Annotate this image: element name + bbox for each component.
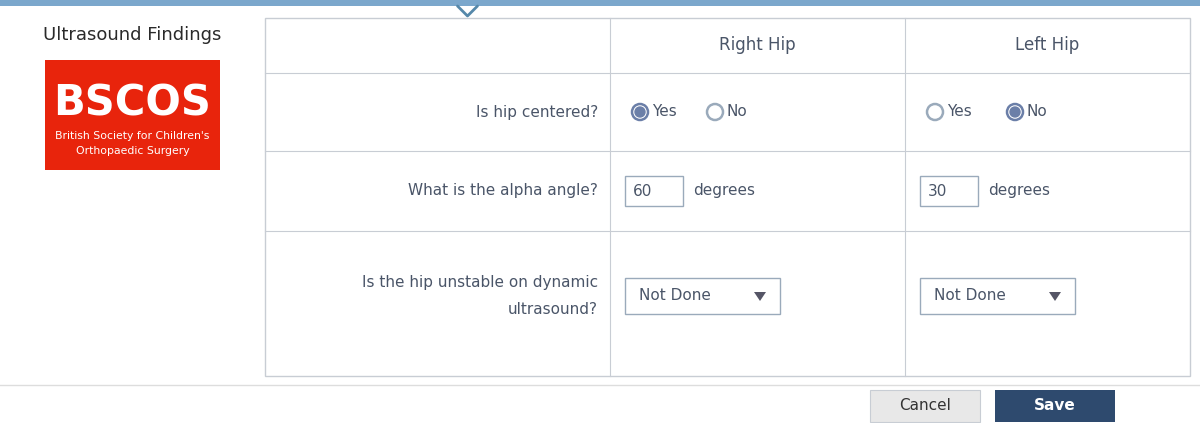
Circle shape	[635, 107, 646, 117]
Text: degrees: degrees	[988, 184, 1050, 198]
Text: Yes: Yes	[652, 104, 677, 120]
FancyBboxPatch shape	[0, 0, 265, 423]
Text: Cancel: Cancel	[899, 398, 950, 414]
Text: No: No	[1027, 104, 1048, 120]
Text: No: No	[727, 104, 748, 120]
FancyBboxPatch shape	[870, 390, 980, 422]
Text: Right Hip: Right Hip	[719, 36, 796, 55]
Text: Yes: Yes	[947, 104, 972, 120]
Text: Is the hip unstable on dynamic: Is the hip unstable on dynamic	[362, 275, 598, 289]
Text: What is the alpha angle?: What is the alpha angle?	[408, 184, 598, 198]
Text: Not Done: Not Done	[640, 288, 710, 303]
FancyBboxPatch shape	[0, 0, 1200, 6]
FancyBboxPatch shape	[46, 60, 220, 170]
Polygon shape	[1049, 292, 1061, 301]
FancyBboxPatch shape	[920, 278, 1075, 314]
FancyBboxPatch shape	[920, 176, 978, 206]
FancyBboxPatch shape	[995, 390, 1115, 422]
Polygon shape	[754, 292, 766, 301]
Text: Save: Save	[1034, 398, 1076, 414]
Text: BSCOS: BSCOS	[54, 83, 211, 125]
Text: Left Hip: Left Hip	[1015, 36, 1080, 55]
Circle shape	[1010, 107, 1020, 117]
FancyBboxPatch shape	[625, 278, 780, 314]
FancyBboxPatch shape	[625, 176, 683, 206]
Text: 30: 30	[928, 184, 947, 198]
Text: degrees: degrees	[694, 184, 755, 198]
Text: Ultrasound Findings: Ultrasound Findings	[43, 26, 222, 44]
Text: 60: 60	[634, 184, 653, 198]
Text: Orthopaedic Surgery: Orthopaedic Surgery	[76, 146, 190, 156]
Text: Not Done: Not Done	[934, 288, 1006, 303]
Text: British Society for Children's: British Society for Children's	[55, 131, 210, 141]
Text: Is hip centered?: Is hip centered?	[475, 104, 598, 120]
FancyBboxPatch shape	[265, 18, 1190, 376]
Text: ultrasound?: ultrasound?	[508, 302, 598, 318]
